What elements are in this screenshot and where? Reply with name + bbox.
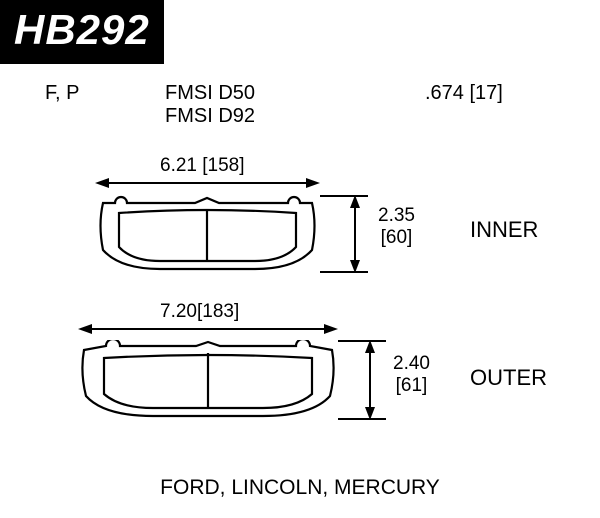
inner-height-label: 2.35 [60] [378, 205, 415, 249]
outer-width-label: 7.20[183] [160, 301, 239, 323]
vehicle-fitment: FORD, LINCOLN, MERCURY [0, 476, 600, 500]
part-header: HB292 [0, 0, 164, 64]
part-number: HB292 [14, 6, 150, 53]
fmsi-codes: FMSI D50 FMSI D92 [165, 82, 425, 128]
fmsi-line2: FMSI D92 [165, 105, 425, 128]
outer-height-label: 2.40 [61] [393, 353, 430, 397]
compounds: F, P [45, 82, 165, 128]
diagram-area: 6.21 [158] 2.35 [60] INNER 7.20[183] 2.4 [0, 165, 600, 465]
inner-side-label: INNER [470, 217, 538, 243]
info-row: F, P FMSI D50 FMSI D92 .674 [17] [0, 82, 600, 128]
outer-width-arrow [78, 321, 338, 337]
inner-width-arrow [95, 175, 320, 191]
fmsi-line1: FMSI D50 [165, 82, 425, 105]
thickness: .674 [17] [425, 82, 570, 128]
inner-height-ticks [320, 195, 380, 273]
outer-pad-drawing [78, 340, 338, 420]
inner-pad-drawing [95, 195, 320, 273]
inner-width-label: 6.21 [158] [160, 155, 245, 177]
outer-side-label: OUTER [470, 365, 547, 391]
outer-height-ticks [338, 340, 398, 420]
